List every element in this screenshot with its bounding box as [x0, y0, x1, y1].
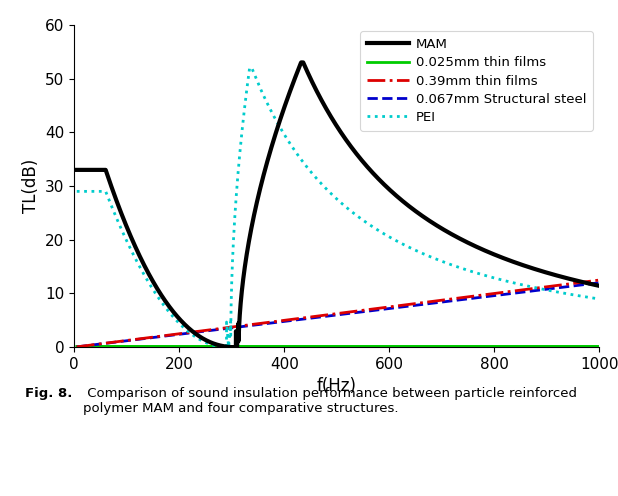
- PEI: [246, 65, 253, 71]
- X-axis label: f(Hz): f(Hz): [317, 377, 357, 395]
- 0.025mm thin films: [73, 343, 80, 349]
- MAM: [73, 167, 80, 173]
- 0.025mm thin films: [596, 343, 603, 349]
- PEI: [596, 296, 603, 302]
- Legend: MAM, 0.025mm thin films, 0.39mm thin films, 0.067mm Structural steel, PEI: MAM, 0.025mm thin films, 0.39mm thin fil…: [360, 31, 593, 131]
- Text: Comparison of sound insulation performance between particle reinforced
polymer M: Comparison of sound insulation performan…: [83, 387, 577, 415]
- MAM: [232, 344, 240, 350]
- PEI: [222, 344, 230, 350]
- 0.067mm Structural steel: [488, 293, 496, 299]
- 0.025mm thin films: [488, 343, 496, 349]
- PEI: [460, 266, 468, 272]
- 0.025mm thin films: [383, 343, 390, 349]
- Text: Fig. 8.: Fig. 8.: [25, 387, 72, 400]
- 0.39mm thin films: [262, 320, 269, 326]
- 0.067mm Structural steel: [383, 306, 390, 312]
- 0.025mm thin films: [405, 343, 413, 349]
- 0.025mm thin films: [262, 343, 269, 349]
- MAM: [263, 163, 270, 169]
- PEI: [73, 188, 80, 194]
- MAM: [489, 250, 496, 256]
- Line: PEI: PEI: [77, 68, 599, 347]
- PEI: [263, 98, 270, 104]
- 0.39mm thin films: [99, 341, 107, 347]
- MAM: [297, 60, 305, 65]
- 0.067mm Structural steel: [262, 321, 269, 327]
- PEI: [405, 244, 413, 250]
- Y-axis label: TL(dB): TL(dB): [22, 159, 40, 213]
- 0.067mm Structural steel: [596, 280, 603, 286]
- MAM: [383, 184, 390, 189]
- 0.025mm thin films: [99, 343, 107, 349]
- 0.39mm thin films: [73, 344, 80, 350]
- 0.067mm Structural steel: [99, 341, 107, 347]
- 0.39mm thin films: [460, 294, 468, 300]
- Line: MAM: MAM: [77, 62, 599, 347]
- Line: 0.39mm thin films: 0.39mm thin films: [77, 280, 599, 347]
- 0.39mm thin films: [596, 277, 603, 283]
- 0.067mm Structural steel: [73, 344, 80, 350]
- 0.39mm thin films: [383, 305, 390, 310]
- 0.025mm thin films: [460, 343, 468, 349]
- MAM: [596, 283, 603, 289]
- PEI: [383, 232, 390, 238]
- PEI: [99, 188, 107, 194]
- 0.067mm Structural steel: [405, 303, 413, 309]
- Line: 0.067mm Structural steel: 0.067mm Structural steel: [77, 283, 599, 347]
- MAM: [405, 203, 413, 209]
- PEI: [489, 274, 496, 280]
- 0.39mm thin films: [488, 291, 496, 297]
- MAM: [460, 238, 468, 244]
- 0.39mm thin films: [405, 302, 413, 308]
- 0.067mm Structural steel: [460, 296, 468, 302]
- MAM: [99, 167, 107, 173]
